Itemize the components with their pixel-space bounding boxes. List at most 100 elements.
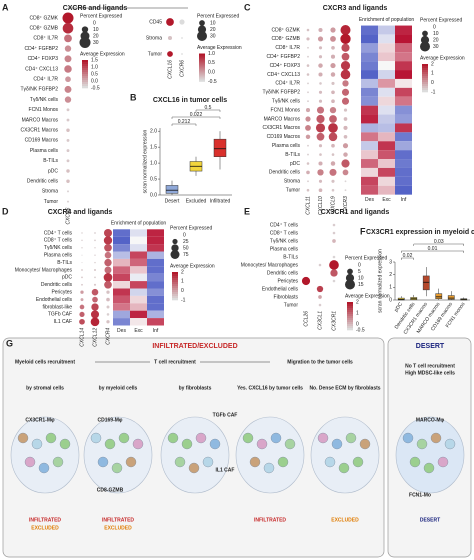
dot [330,72,336,77]
colorbar [172,286,178,289]
col-label: CXCR3 [343,196,349,213]
colorbar-label: -0.5 [356,327,365,333]
bracket [171,116,221,119]
heat-cell [395,123,412,133]
heat-cell [147,318,164,326]
heat-cell [113,310,130,319]
dot [104,258,112,267]
box [165,185,179,194]
colorbar [172,274,178,277]
cell [242,432,254,444]
dot [305,116,311,122]
bracket [401,257,414,260]
colorbar-label: 0.5 [208,60,215,66]
legend-dot [347,268,353,275]
outcome-label: INFILTRATED [254,517,286,523]
dot [167,51,173,57]
colorbar-label: 2 [181,269,184,275]
heat-cell [361,114,378,124]
cell [444,438,456,450]
heat-cell [361,61,378,71]
colorbar [422,74,428,77]
panel-title: CXCL16 in tumor cells [153,97,227,104]
colorbar [82,76,88,79]
row-label: CD8⁺ T cells [44,238,73,244]
cell [202,456,214,468]
legend-label: 10 [358,275,364,281]
dot [330,63,336,69]
dot [66,138,70,142]
dot [316,132,325,141]
dot [66,118,70,122]
colorbar-label: 2 [356,299,359,305]
colorbar [422,90,428,93]
heat-cell [395,61,412,71]
heat-cell [395,70,412,79]
row-label: CD4⁺ FGFBP2 [25,46,59,52]
dot [340,69,351,80]
cell [284,438,296,450]
colorbar [422,78,428,81]
dot [329,106,337,114]
panel-letter: F [360,226,366,236]
heat-cell [113,236,130,245]
row-label: Dendritic cells [269,170,301,176]
row-label: pDC [290,161,300,167]
col-label: CXCR6 [65,207,71,224]
dot [332,223,336,227]
cell [270,432,282,444]
col-label: CXCL14 [79,328,85,347]
colorbar [172,298,178,301]
dot [80,290,84,294]
row-label: CD4⁺ FGFBP2 [267,54,301,60]
row-label: CD4⁺ T cells [44,230,73,236]
legend-title: Percent Expressed [345,255,387,261]
heat-cell [395,34,412,44]
dot [167,35,173,41]
dot [343,117,348,121]
dot [81,239,83,242]
cell-label: MARCO-Mφ [416,417,445,423]
bracket [401,250,464,253]
panel-title: CX3CR1 and ligands [321,209,390,216]
dot [331,45,335,50]
heat-cell [130,281,147,289]
colorbar [82,60,88,63]
dot [342,80,349,87]
dot [80,298,84,302]
y-tick-label: 1.0 [150,160,157,166]
cell [181,438,193,450]
heat-cell [395,141,412,151]
heat-cell [130,273,147,282]
p-value: 0.212 [178,119,191,125]
row-label: Tγδ/NK cells [44,245,73,251]
colorbar [347,310,353,313]
dot [330,54,336,59]
col-label: CXCL11 [305,196,311,215]
colorbar [82,70,88,73]
dot [307,153,309,156]
dot [104,266,112,274]
legend-dot [81,26,89,33]
heat-cell [395,78,412,88]
heat-cell [361,185,378,195]
dot [64,34,72,43]
row-label: fibroblast-like [43,304,73,310]
dot [64,45,72,52]
dot [330,36,336,42]
panel-title: CXCR4 and ligands [48,209,113,216]
row-label: CD8⁺ T cells [270,230,299,236]
row-label: TGFb CAF [48,312,72,318]
row-label: Pericytes [277,278,298,284]
dot [81,269,83,271]
heat-cell [130,244,147,252]
sub-label: No. Dense ECM by fibroblasts [309,385,380,391]
colorbar-label: -0.5 [208,79,217,85]
cell [174,456,186,468]
colorbar [347,312,353,315]
heat-cell [130,229,147,237]
heat-cell [130,258,147,267]
row-label: Pericytes [51,290,72,296]
colorbar [199,63,205,66]
